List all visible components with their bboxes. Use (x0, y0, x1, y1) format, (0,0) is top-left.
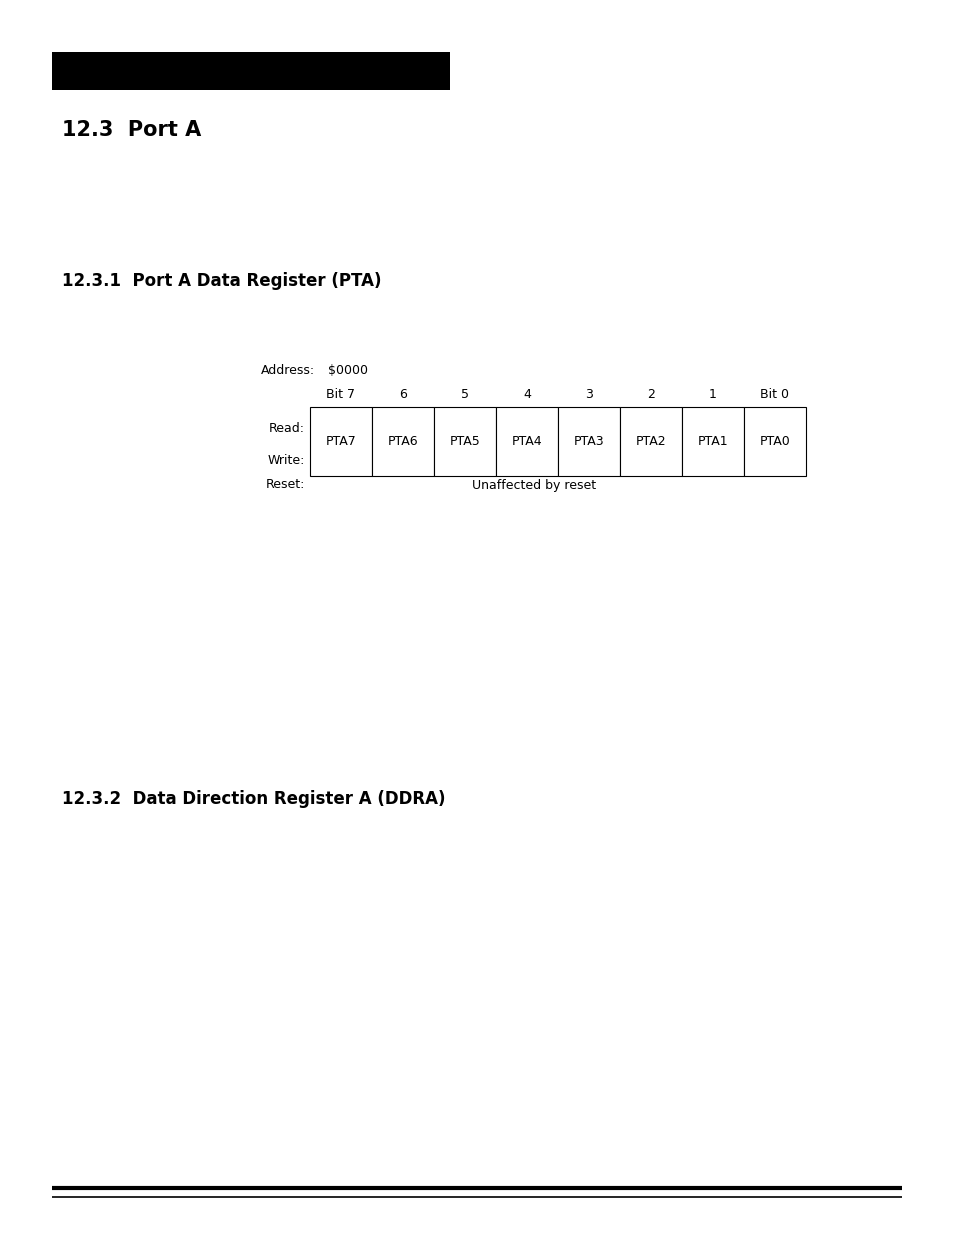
Text: Address:: Address: (260, 363, 314, 377)
Text: PTA7: PTA7 (325, 435, 356, 448)
Text: PTA2: PTA2 (635, 435, 665, 448)
Text: 1: 1 (708, 389, 717, 401)
Text: PTA3: PTA3 (573, 435, 603, 448)
Text: PTA6: PTA6 (387, 435, 417, 448)
Text: 6: 6 (398, 389, 407, 401)
Bar (434, 408, 496, 475)
Text: PTA4: PTA4 (511, 435, 541, 448)
Text: Bit 7: Bit 7 (326, 389, 355, 401)
Bar (52, 52, 450, 90)
Text: 2: 2 (646, 389, 655, 401)
Text: Reset:: Reset: (265, 478, 305, 492)
Text: PTA1: PTA1 (697, 435, 727, 448)
Text: 12.3.1  Port A Data Register (PTA): 12.3.1 Port A Data Register (PTA) (62, 272, 381, 290)
Bar (496, 408, 558, 475)
Bar (619, 408, 681, 475)
Text: Bit 0: Bit 0 (760, 389, 789, 401)
Text: PTA5: PTA5 (449, 435, 480, 448)
Bar (310, 408, 372, 475)
Text: 12.3  Port A: 12.3 Port A (62, 120, 201, 140)
Text: Write:: Write: (268, 453, 305, 467)
Text: $0000: $0000 (328, 363, 368, 377)
Text: 12.3.2  Data Direction Register A (DDRA): 12.3.2 Data Direction Register A (DDRA) (62, 790, 445, 808)
Text: Unaffected by reset: Unaffected by reset (472, 478, 596, 492)
Text: 5: 5 (460, 389, 469, 401)
Text: 3: 3 (584, 389, 593, 401)
Text: Read:: Read: (269, 421, 305, 435)
Bar (681, 408, 743, 475)
Text: PTA0: PTA0 (759, 435, 789, 448)
Bar (372, 408, 434, 475)
Bar (558, 408, 619, 475)
Text: 4: 4 (522, 389, 531, 401)
Bar (743, 408, 805, 475)
